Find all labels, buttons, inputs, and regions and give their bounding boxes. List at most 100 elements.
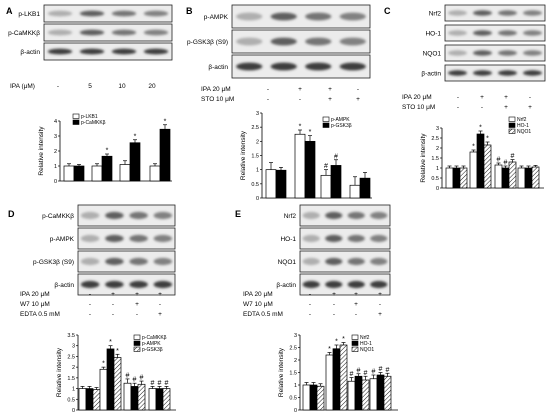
bar: [148, 388, 157, 411]
blot-band: [236, 12, 263, 21]
blot-band: [153, 211, 173, 220]
y-tick-label: 0: [54, 179, 57, 185]
condition-value: 20: [148, 83, 156, 90]
significance-mark: #: [386, 367, 390, 374]
blot-band: [47, 48, 73, 55]
bar: [129, 142, 141, 182]
blot-band: [448, 70, 467, 76]
y-tick-label: 3: [72, 344, 75, 350]
blot-band: [498, 30, 517, 36]
condition-value: -: [529, 94, 531, 101]
blot-label: p-LKB1: [18, 11, 40, 18]
significance-mark: #: [158, 380, 162, 387]
condition-value: -: [333, 301, 335, 308]
bar: [119, 164, 131, 182]
blot-band: [523, 70, 542, 76]
bar: [320, 174, 332, 199]
y-tick-label: 2: [54, 149, 57, 155]
bar: [85, 388, 94, 411]
blot-band: [325, 257, 343, 266]
condition-value: -: [112, 311, 114, 318]
blot-band: [129, 234, 148, 243]
significance-mark: *: [309, 129, 312, 136]
significance-mark: #: [350, 371, 354, 378]
blot-band: [47, 10, 73, 17]
y-tick-label: 0: [294, 408, 297, 414]
condition-value: -: [89, 311, 91, 318]
blot-band: [80, 280, 100, 289]
blot-band: [153, 257, 173, 266]
blot-band: [339, 62, 366, 71]
bar: [330, 165, 342, 199]
bar: [294, 133, 306, 199]
condition-value: -: [309, 311, 311, 318]
y-tick-label: 0: [72, 408, 75, 414]
condition-value: +: [504, 94, 508, 101]
blot-band: [129, 211, 148, 220]
significance-mark: #: [140, 375, 144, 382]
legend-swatch: [508, 116, 516, 122]
bar: [106, 348, 115, 411]
bar: [376, 374, 385, 411]
blot-band: [473, 10, 492, 16]
blot-label: p-GSK3β (S9): [187, 39, 228, 46]
significance-mark: *: [328, 346, 331, 353]
significance-mark: #: [379, 366, 383, 373]
legend-swatch: [508, 128, 516, 134]
blot-label: β-actin: [276, 282, 296, 289]
blot-label: p-AMPK: [204, 14, 229, 21]
y-tick-label: 2.5: [67, 354, 75, 360]
bar: [304, 140, 316, 199]
blot-band: [302, 211, 320, 220]
blot-band: [498, 70, 517, 76]
y-axis-label: Relative intensity: [56, 347, 63, 397]
bar: [63, 165, 75, 182]
blot-label: β-actin: [20, 49, 40, 56]
blot-label: p-CaMKKβ: [8, 30, 40, 37]
bar: [517, 167, 526, 189]
blot-label: HO-1: [280, 236, 296, 243]
blot-band: [111, 48, 137, 55]
y-tick-label: 1.5: [431, 156, 439, 162]
condition-value: -: [457, 94, 459, 101]
blot-band: [270, 37, 297, 46]
bar: [309, 384, 318, 411]
legend-label: p-AMPK: [142, 341, 161, 347]
blot-label: β-actin: [421, 71, 441, 78]
condition-label: STO 10 μM: [402, 104, 435, 111]
legend-swatch: [351, 334, 359, 340]
legend-swatch: [322, 116, 330, 122]
blot-label: β-actin: [208, 64, 228, 71]
significance-mark: #: [497, 157, 501, 164]
bar: [383, 375, 392, 411]
significance-mark: #: [151, 380, 155, 387]
y-tick-label: 3: [294, 333, 297, 339]
legend-swatch: [351, 340, 359, 346]
condition-value: -: [89, 301, 91, 308]
blot-strip: [43, 23, 173, 42]
condition-value: 10: [118, 83, 126, 90]
significance-mark: #: [372, 369, 376, 376]
condition-value: -: [57, 83, 59, 90]
blot-band: [302, 234, 320, 243]
bar: [130, 386, 139, 411]
significance-mark: #: [357, 367, 361, 374]
condition-label: IPA 20 μM: [243, 291, 273, 298]
blot-label: Nrf2: [284, 213, 297, 220]
blot-band: [370, 280, 388, 289]
condition-value: +: [528, 104, 532, 111]
condition-label: EDTA 0.5 mM: [243, 311, 283, 318]
blot-band: [153, 234, 173, 243]
bar: [347, 380, 356, 411]
condition-value: +: [354, 291, 358, 298]
blot-label: p-AMPK: [50, 236, 75, 243]
y-axis-label: Relative intensity: [240, 130, 247, 180]
blot-band: [129, 257, 148, 266]
y-tick-label: 0.5: [289, 396, 297, 402]
legend-label: Nrf2: [360, 335, 370, 341]
panel-letter: A: [6, 6, 13, 16]
blot-band: [79, 29, 105, 36]
condition-value: -: [267, 96, 269, 103]
blot-strip: [444, 44, 546, 62]
